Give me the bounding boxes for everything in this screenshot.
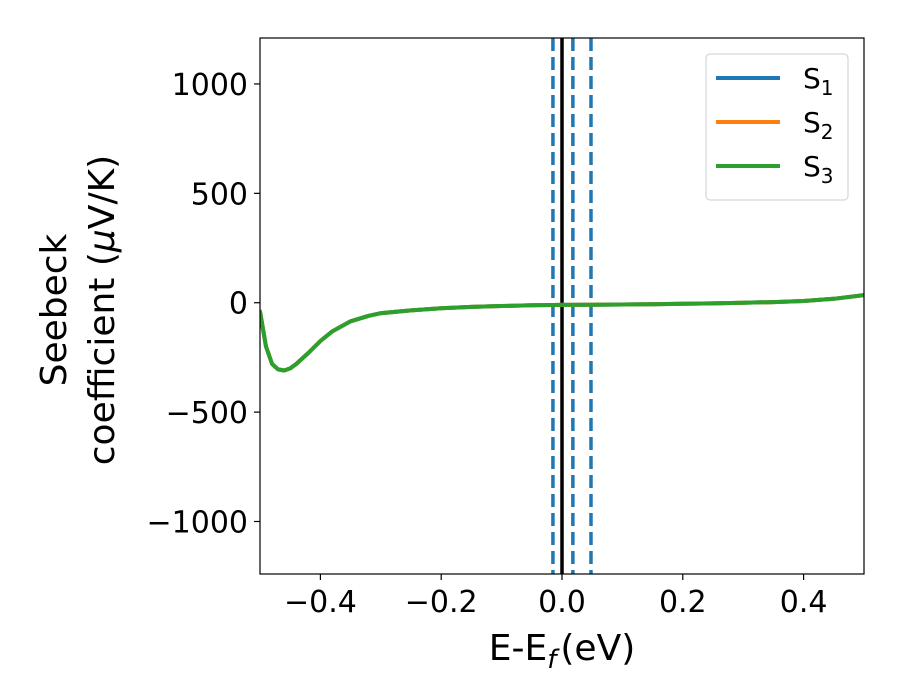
y-tick-label: 1000 [172,68,248,103]
legend-label-1: S1 [803,62,834,100]
x-tick-label: 0.2 [659,585,707,620]
legend: S1 S2 S3 [705,53,849,201]
series-layer [260,293,864,373]
y-axis-label: Seebeck coefficient (μV/K) [34,155,123,465]
y-axis-label-line2: coefficient (μV/K) [82,155,123,465]
legend-label-2: S2 [803,106,834,144]
y-axis-label-line1: Seebeck [34,233,75,386]
y-tick-label: −1000 [147,505,248,540]
x-tick-label: 0.0 [538,585,586,620]
series-line-3 [260,293,864,373]
x-tick-label: 0.4 [780,585,828,620]
y-tick-label: 500 [191,177,248,212]
legend-items: S1 S2 S3 [716,62,834,188]
y-axis-ticks: −1000 −500 0 500 1000 [147,68,260,540]
y-tick-label: 0 [229,287,248,322]
x-axis-label: E-Ef (eV) [489,628,636,675]
y-tick-label: −500 [166,396,248,431]
x-tick-label: −0.4 [284,585,357,620]
x-axis-ticks: −0.4 −0.2 0.0 0.2 0.4 [284,574,827,620]
x-tick-label: −0.2 [405,585,478,620]
legend-box [705,53,849,201]
legend-label-3: S3 [803,150,834,188]
